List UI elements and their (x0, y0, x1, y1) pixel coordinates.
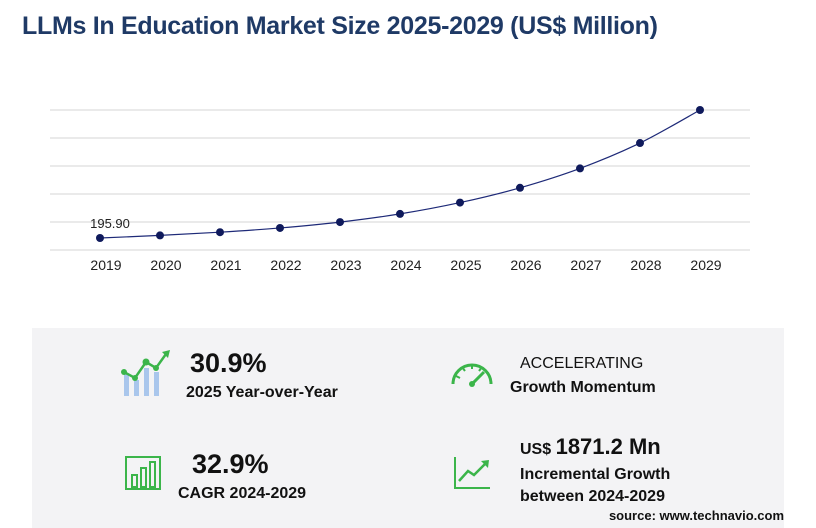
momentum-line1: ACCELERATING (520, 355, 644, 372)
data-point-2019 (96, 234, 104, 242)
line-chart: 195.90 2019 2020 2021 2022 2023 2024 2025 2026 2… (50, 106, 750, 273)
x-tick-2020: 2020 (150, 257, 181, 273)
bar-growth-icon (121, 350, 170, 396)
kpi-panel (32, 328, 784, 528)
data-point-2026 (516, 183, 524, 192)
x-tick-2023: 2023 (330, 257, 361, 273)
x-tick-2025: 2025 (450, 257, 481, 273)
x-tick-2029: 2029 (690, 257, 721, 273)
grid-lines (50, 109, 750, 251)
incremental-value: 1871.2 Mn (555, 434, 661, 459)
x-axis-ticks: 2019 2020 2021 2022 2023 2024 2025 2026 2027 2028… (90, 257, 721, 273)
incremental-line2: between 2024-2029 (520, 488, 665, 505)
x-tick-2026: 2026 (510, 257, 541, 273)
x-tick-2028: 2028 (630, 257, 661, 273)
cagr-label: CAGR 2024-2029 (178, 485, 307, 502)
x-tick-2027: 2027 (570, 257, 601, 273)
incremental-line1: Incremental Growth (520, 466, 671, 483)
data-point-2025 (456, 198, 464, 207)
data-markers (96, 106, 704, 242)
data-point-2020 (156, 231, 164, 240)
x-tick-2019: 2019 (90, 257, 121, 273)
data-point-2023 (336, 218, 344, 227)
x-tick-2024: 2024 (390, 257, 421, 273)
speedometer-icon (451, 363, 493, 387)
currency-label: US$ (520, 441, 552, 458)
x-tick-2021: 2021 (210, 257, 241, 273)
bar-chart-icon (125, 456, 161, 490)
incremental-value-row: US$ 1871.2 Mn (520, 434, 661, 460)
data-labels: 195.90 (90, 216, 130, 231)
data-point-2028 (636, 139, 644, 148)
chart-title: LLMs In Education Market Size 2025-2029 … (22, 12, 658, 40)
data-point-2021 (216, 228, 224, 237)
cagr-value: 32.9% (192, 449, 269, 479)
yoy-value: 30.9% (190, 348, 267, 378)
data-point-2022 (276, 223, 284, 232)
data-point-2029 (696, 106, 704, 114)
data-point-2027 (576, 164, 584, 173)
source-label: source: www.technavio.com (608, 508, 784, 523)
yoy-label: 2025 Year-over-Year (186, 384, 338, 401)
x-tick-2022: 2022 (270, 257, 301, 273)
data-label-2019: 195.90 (90, 216, 130, 231)
data-point-2024 (396, 209, 404, 218)
trend-up-icon (454, 457, 490, 489)
momentum-line2: Growth Momentum (510, 379, 656, 396)
series-line (99, 109, 701, 239)
